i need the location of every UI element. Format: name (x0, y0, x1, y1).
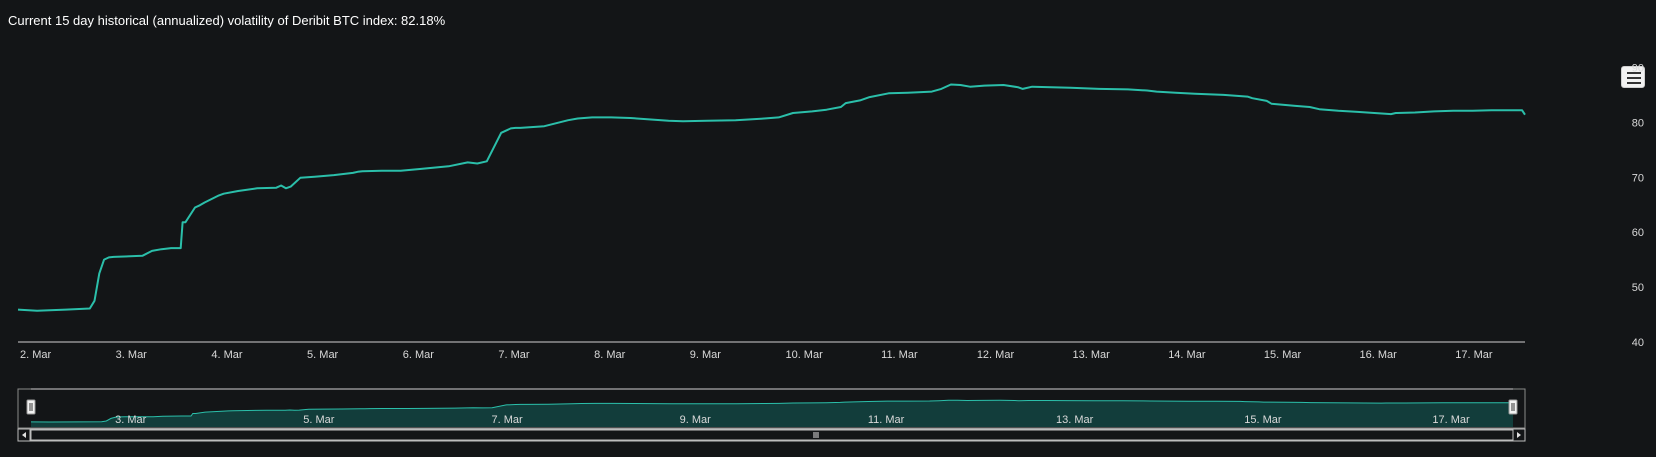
x-tick-label: 6. Mar (403, 349, 435, 361)
chart-title: Current 15 day historical (annualized) v… (8, 13, 446, 28)
handle-body[interactable] (1508, 399, 1518, 415)
x-tick-label: 13. Mar (1073, 349, 1111, 361)
navigator-tick-label: 17. Mar (1432, 414, 1470, 426)
x-tick-label: 16. Mar (1360, 349, 1398, 361)
scrollbar-left-arrow[interactable] (17, 428, 31, 442)
chevron-right-icon (1517, 432, 1521, 438)
y-tick-label: 80 (1632, 117, 1644, 129)
x-tick-label: 14. Mar (1168, 349, 1206, 361)
navigator-area (31, 400, 1513, 427)
x-tick-label: 17. Mar (1455, 349, 1493, 361)
x-tick-label: 9. Mar (690, 349, 722, 361)
navigator-scrollbar[interactable] (17, 428, 1526, 442)
navigator[interactable]: 3. Mar 5. Mar 7. Mar 9. Mar 11. Mar 13. Mar 15… (17, 388, 1526, 442)
series-line (17, 83, 1526, 312)
x-tick-label: 3. Mar (116, 349, 148, 361)
navigator-tick-label: 9. Mar (680, 414, 712, 426)
scrollbar-right-arrow[interactable] (1512, 428, 1526, 442)
navigator-series-line (30, 399, 1514, 423)
handle-body[interactable] (26, 399, 36, 415)
navigator-tick-label: 3. Mar (115, 414, 147, 426)
x-tick-label: 5. Mar (307, 349, 339, 361)
y-tick-label: 70 (1632, 172, 1644, 184)
main-plot-area: 2. Mar 3. Mar 4. Mar 5. Mar 6. Mar 7. Mar 8. M… (17, 62, 1644, 361)
navigator-tick-label: 15. Mar (1244, 414, 1282, 426)
navigator-tick-label: 11. Mar (868, 414, 905, 426)
hamburger-menu-icon[interactable] (1621, 66, 1645, 88)
chevron-left-icon (22, 432, 26, 438)
x-tick-label: 12. Mar (977, 349, 1015, 361)
x-tick-label: 7. Mar (498, 349, 530, 361)
x-tick-label: 15. Mar (1264, 349, 1302, 361)
y-tick-label: 90 (1632, 62, 1644, 74)
x-tick-label: 10. Mar (785, 349, 823, 361)
navigator-tick-label: 7. Mar (491, 414, 523, 426)
x-tick-label: 2. Mar (20, 349, 52, 361)
navigator-tick-label: 5. Mar (303, 414, 335, 426)
y-tick-label: 40 (1632, 337, 1644, 349)
navigator-right-handle[interactable] (1508, 399, 1518, 415)
x-tick-label: 11. Mar (881, 349, 918, 361)
scrollbar-thumb[interactable] (30, 429, 1514, 441)
x-tick-label: 4. Mar (211, 349, 243, 361)
navigator-left-handle[interactable] (26, 399, 36, 415)
navigator-tick-label: 13. Mar (1056, 414, 1094, 426)
x-tick-label: 8. Mar (594, 349, 626, 361)
y-tick-label: 60 (1632, 227, 1644, 239)
y-tick-label: 50 (1632, 282, 1644, 294)
